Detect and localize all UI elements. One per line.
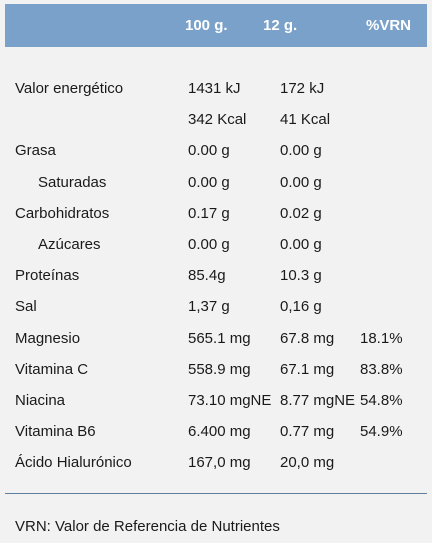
table-row: Vitamina B6 6.400 mg 0.77 mg 54.9%: [0, 423, 432, 447]
value-per-12g: 41 Kcal: [280, 111, 331, 128]
table-row: Magnesio 565.1 mg 67.8 mg 18.1%: [0, 330, 432, 354]
nutrient-label: Saturadas: [38, 174, 107, 191]
value-per-12g: 172 kJ: [280, 80, 325, 97]
header-12g: 12 g.: [263, 17, 298, 34]
value-per-12g: 67.8 mg: [280, 330, 335, 347]
value-per-12g: 20,0 mg: [280, 454, 335, 471]
table-header: 100 g. 12 g. %VRN: [5, 4, 427, 47]
value-per-12g: 0.00 g: [280, 142, 322, 159]
nutrient-label: Carbohidratos: [15, 205, 110, 222]
value-per-100g: 0.00 g: [188, 174, 230, 191]
value-vrn: 54.8%: [360, 392, 403, 409]
value-per-100g: 73.10 mgNE: [188, 392, 272, 409]
table-row: Saturadas 0.00 g 0.00 g: [0, 174, 432, 198]
value-per-12g: 0.77 mg: [280, 423, 335, 440]
value-vrn: 18.1%: [360, 330, 403, 347]
table-row: Niacina 73.10 mgNE 8.77 mgNE 54.8%: [0, 392, 432, 416]
nutrient-label: Vitamina B6: [15, 423, 96, 440]
nutrient-label: Sal: [15, 298, 37, 315]
value-per-100g: 1431 kJ: [188, 80, 241, 97]
value-per-12g: 0.00 g: [280, 236, 322, 253]
value-per-100g: 167,0 mg: [188, 454, 251, 471]
value-per-12g: 67.1 mg: [280, 361, 335, 378]
value-per-100g: 1,37 g: [188, 298, 230, 315]
divider: [5, 493, 427, 494]
table-row: Carbohidratos 0.17 g 0.02 g: [0, 205, 432, 229]
table-row: Ácido Hialurónico 167,0 mg 20,0 mg: [0, 454, 432, 478]
nutrient-label: Vitamina C: [15, 361, 89, 378]
value-vrn: 83.8%: [360, 361, 403, 378]
value-per-12g: 0,16 g: [280, 298, 322, 315]
value-per-12g: 0.00 g: [280, 174, 322, 191]
nutrient-label: Proteínas: [15, 267, 80, 284]
footnote: VRN: Valor de Referencia de Nutrientes: [15, 518, 280, 535]
header-vrn: %VRN: [365, 17, 411, 34]
table-row: Proteínas 85.4g 10.3 g: [0, 267, 432, 291]
nutrient-label: Grasa: [15, 142, 56, 159]
value-per-100g: 6.400 mg: [188, 423, 251, 440]
value-per-100g: 0.00 g: [188, 142, 230, 159]
header-100g: 100 g.: [185, 17, 228, 34]
nutrient-label: Azúcares: [38, 236, 101, 253]
value-per-100g: 342 Kcal: [188, 111, 247, 128]
nutrient-label: Valor energético: [15, 80, 124, 97]
nutrient-label: Niacina: [15, 392, 66, 409]
value-vrn: 54.9%: [360, 423, 403, 440]
value-per-12g: 8.77 mgNE: [280, 392, 356, 409]
value-per-100g: 85.4g: [188, 267, 226, 284]
table-row: Grasa 0.00 g 0.00 g: [0, 142, 432, 166]
value-per-100g: 0.17 g: [188, 205, 230, 222]
value-per-100g: 558.9 mg: [188, 361, 251, 378]
value-per-100g: 0.00 g: [188, 236, 230, 253]
nutrient-label: Magnesio: [15, 330, 81, 347]
table-row: 342 Kcal 41 Kcal: [0, 111, 432, 135]
value-per-12g: 0.02 g: [280, 205, 322, 222]
table-row: Sal 1,37 g 0,16 g: [0, 298, 432, 322]
value-per-12g: 10.3 g: [280, 267, 322, 284]
value-per-100g: 565.1 mg: [188, 330, 251, 347]
table-row: Vitamina C 558.9 mg 67.1 mg 83.8%: [0, 361, 432, 385]
table-row: Valor energético 1431 kJ 172 kJ: [0, 80, 432, 104]
nutrient-label: Ácido Hialurónico: [15, 454, 132, 471]
table-row: Azúcares 0.00 g 0.00 g: [0, 236, 432, 260]
